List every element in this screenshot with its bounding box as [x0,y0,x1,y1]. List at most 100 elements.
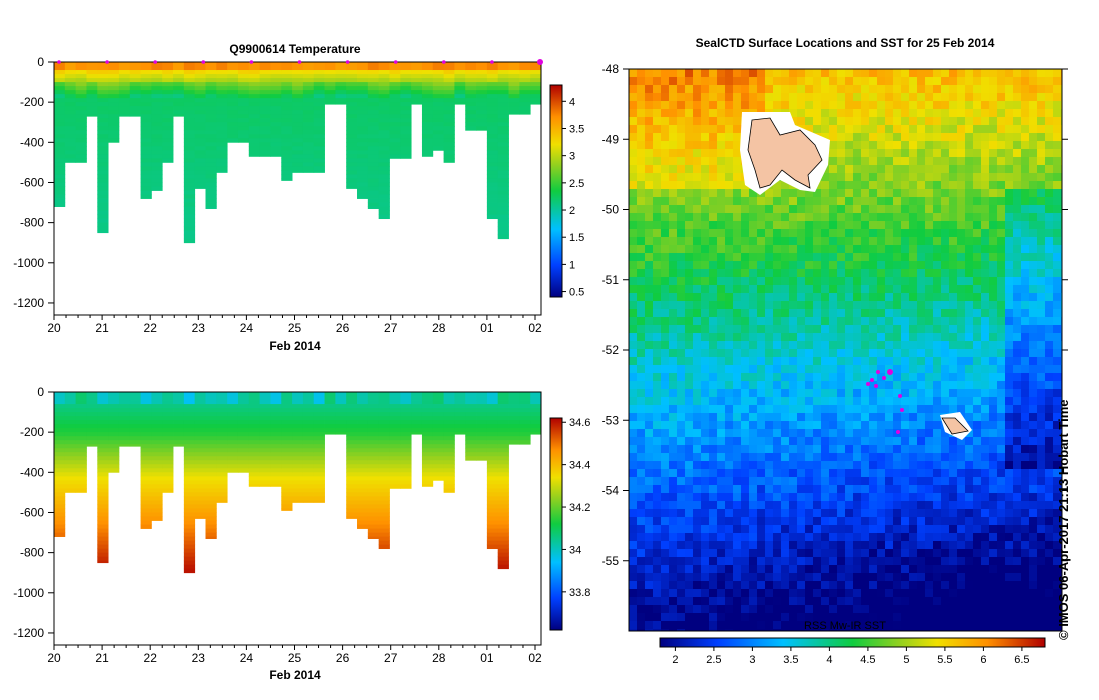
sst-cell [933,197,941,205]
profile-cell [476,432,488,437]
sst-cell [629,253,637,261]
profile-cell [486,508,499,513]
sst-cell [933,165,941,173]
profile-cell [292,432,304,437]
sst-cell [1029,133,1037,141]
profile-cell [357,118,369,123]
profile-cell [281,154,293,159]
profile-cell [486,496,499,501]
sst-cell [829,309,837,317]
sst-cell [677,189,685,197]
sst-cell [877,341,885,349]
profile-cell [173,420,185,425]
sst-cell [981,85,989,93]
sst-cell [637,357,645,365]
profile-cell [151,170,163,175]
profile-cell [118,78,131,83]
sst-cell [685,149,693,157]
profile-cell [54,170,66,175]
profile-cell [367,122,380,127]
sst-cell [637,117,645,125]
sst-cell [965,117,973,125]
sst-cell [661,181,669,189]
sst-cell [901,301,909,309]
profile-cell [227,98,239,103]
sst-cell [893,141,901,149]
sst-cell [949,357,957,365]
profile-cell [443,134,455,139]
profile-cell [194,154,206,159]
profile-cell [346,476,358,481]
profile-cell [302,492,315,497]
profile-cell [400,138,412,143]
profile-cell [140,178,152,183]
sst-cell [637,405,645,413]
sst-cell [805,109,813,117]
sst-cell [1037,101,1045,109]
sst-cell [773,77,781,85]
profile-cell [205,110,217,115]
profile-cell [151,448,163,453]
sst-cell [893,325,901,333]
sst-cell [837,141,845,149]
profile-cell [335,82,347,87]
sst-cell [885,349,893,357]
profile-cell [151,146,163,151]
profile-cell [173,416,185,421]
profile-cell [270,110,282,115]
profile-cell [108,134,120,139]
sst-cell [685,341,693,349]
sst-cell [829,341,837,349]
sst-cell [629,365,637,373]
profile-cell [54,94,66,99]
profile-cell [476,428,488,433]
profile-cell [281,130,293,135]
sst-cell [805,69,813,77]
sst-cell [933,181,941,189]
sst-cell [1053,301,1061,309]
profile-cell [367,516,380,521]
sst-cell [629,141,637,149]
sst-cell [645,117,653,125]
sst-cell [773,301,781,309]
sst-cell [861,213,869,221]
sst-cell [829,277,837,285]
profile-cell [140,154,152,159]
profile-cell [129,74,141,79]
sst-cell [797,101,805,109]
sst-cell [917,301,925,309]
sst-cell [773,285,781,293]
sst-cell [845,109,853,117]
sst-cell [709,205,717,213]
profile-cell [530,74,542,79]
profile-cell [227,448,239,453]
profile-cell [378,488,390,493]
sst-cell [693,397,701,405]
profile-cell [357,122,369,127]
sst-cell [685,85,693,93]
sst-cell [741,253,749,261]
sst-cell [765,301,773,309]
sst-cell [1053,325,1061,333]
profile-cell [194,504,206,509]
sst-cell [669,333,677,341]
sst-cell [677,293,685,301]
sst-cell [709,149,717,157]
sst-cell [805,333,813,341]
profile-cell [194,178,206,183]
sst-cell [693,301,701,309]
sst-cell [1005,133,1013,141]
sst-cell [885,109,893,117]
profile-cell [54,102,66,107]
profile-cell [194,114,206,119]
profile-cell [346,504,358,509]
sst-cell [925,101,933,109]
sst-cell [1005,325,1013,333]
profile-cell [270,400,282,405]
sst-field [629,69,1062,631]
sst-cell [773,93,781,101]
sst-cell [941,373,949,381]
profile-cell [54,508,66,513]
profile-cell [497,62,509,67]
sst-cell [837,429,845,437]
